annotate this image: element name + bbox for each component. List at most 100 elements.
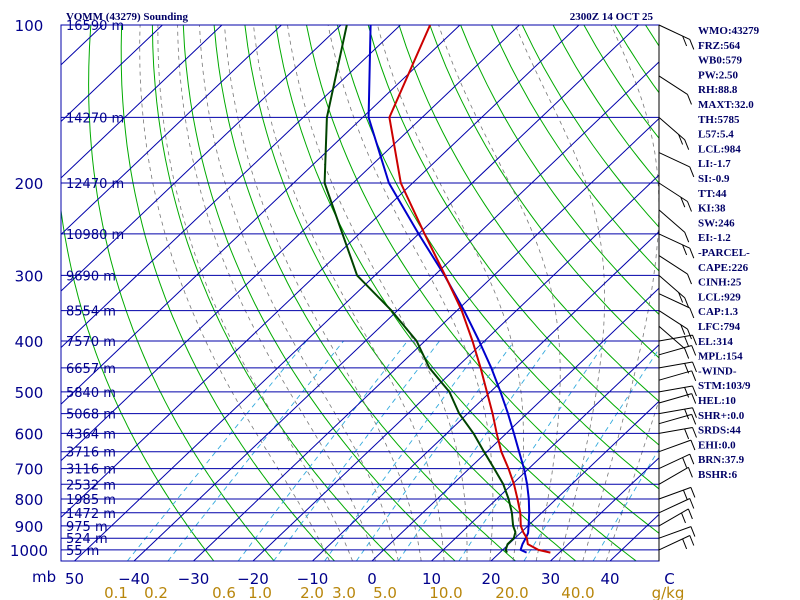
- temperature-profile: [388, 25, 551, 554]
- dry-adiabat: [521, 25, 659, 228]
- index-value: HEL:10: [698, 395, 736, 407]
- wind-barb-feather: [691, 370, 697, 381]
- wind-barb: [658, 325, 686, 349]
- wind-barb-feather: [689, 248, 695, 259]
- dry-adiabat: [552, 25, 659, 184]
- index-value: -WIND-: [698, 365, 737, 377]
- height-label: 8554 m: [66, 305, 116, 320]
- isotherm: [61, 25, 282, 236]
- moist-adiabat: [199, 25, 399, 561]
- wind-barb: [658, 393, 692, 404]
- wind-barb-feather: [684, 428, 690, 440]
- wind-barb: [658, 413, 692, 425]
- height-label: 4364 m: [66, 427, 116, 442]
- mixing-ratio-line: [458, 340, 607, 561]
- wind-barb: [658, 486, 692, 500]
- dry-adiabat: [336, 25, 659, 490]
- dewpoint-profile: [323, 25, 517, 554]
- index-value: MAXT:32.0: [698, 99, 754, 111]
- wind-barb: [658, 370, 692, 381]
- index-value: -PARCEL-: [698, 247, 750, 259]
- wind-barb: [658, 508, 689, 527]
- plot-frame: [60, 24, 660, 562]
- pressure-tick-label: 700: [15, 461, 44, 479]
- dry-adiabat: [88, 25, 275, 561]
- pressure-tick-label: 200: [15, 175, 44, 193]
- wind-barb-feather: [684, 408, 690, 420]
- height-label: 12470 m: [66, 177, 124, 192]
- index-value: BRN:37.9: [698, 454, 745, 466]
- mixing-ratio-label: 40.0: [561, 584, 594, 600]
- wind-barb-feather: [684, 139, 690, 150]
- temperature-tick-label: −40: [118, 570, 150, 588]
- dry-adiabat: [491, 25, 659, 272]
- wind-barb: [658, 526, 692, 539]
- wind-barb: [658, 255, 688, 275]
- wind-barb: [658, 334, 693, 342]
- index-value: LI:-1.7: [698, 158, 731, 170]
- wind-barb-feather: [692, 385, 697, 397]
- parcel-profile: [367, 25, 531, 554]
- index-value: TT:44: [698, 188, 727, 200]
- pressure-tick-label: 500: [15, 384, 44, 402]
- wind-barb-feather: [690, 526, 696, 537]
- index-value: TH:5785: [698, 114, 740, 126]
- isotherm: [61, 25, 163, 123]
- mixing-ratio-label: 0.1: [104, 584, 128, 600]
- wind-barb: [658, 152, 691, 168]
- pressure-tick-label: 600: [15, 425, 44, 443]
- dry-adiabat: [120, 25, 335, 561]
- mixing-ratio-line: [397, 340, 553, 561]
- wind-barb: [658, 293, 691, 309]
- pressure-tick-label: 800: [15, 491, 44, 509]
- isotherm: [61, 25, 342, 292]
- height-label: 7570 m: [66, 335, 116, 350]
- wind-barbs: [658, 24, 697, 561]
- dry-adiabat: [61, 206, 215, 561]
- temperature-tick-label: 40: [600, 570, 619, 588]
- isotherm: [312, 230, 659, 561]
- mixing-ratio-label: 0.6: [212, 584, 236, 600]
- wind-barb-feather: [680, 197, 686, 208]
- wind-barb: [658, 182, 688, 202]
- wind-barb-feather: [678, 134, 684, 145]
- isotherm: [550, 457, 659, 561]
- pressure-tick-label: 300: [15, 267, 44, 285]
- isotherm: [193, 117, 659, 561]
- moist-adiabat: [605, 399, 659, 561]
- pressure-tick-label: 1000: [10, 542, 48, 560]
- wind-barb-feather: [684, 232, 690, 243]
- isotherm: [371, 287, 659, 561]
- wind-barb: [658, 345, 692, 356]
- moist-adiabat: [514, 25, 605, 561]
- wind-barb-feather: [687, 467, 693, 478]
- mixing-ratio-line: [523, 348, 659, 561]
- height-label: 3716 m: [66, 446, 116, 461]
- pressure-tick-label: 100: [15, 17, 44, 35]
- moist-adiabat: [327, 25, 494, 561]
- temperature-tick-label: 50: [65, 570, 84, 588]
- wind-barb-feather: [692, 427, 697, 438]
- mixing-ratio-line: [127, 340, 307, 561]
- wind-barb-feather: [692, 361, 697, 373]
- isotherm: [0, 25, 43, 561]
- wind-barb-feather: [684, 348, 690, 359]
- height-label: 3116 m: [66, 463, 116, 478]
- dry-adiabat: [306, 25, 659, 534]
- mixing-ratio-line: [237, 340, 408, 561]
- dry-adiabat: [244, 25, 577, 561]
- dry-adiabat: [398, 25, 659, 402]
- index-value: MPL:154: [698, 351, 743, 363]
- mixing-ratio-label: 3.0: [332, 584, 356, 600]
- isotherm: [133, 61, 659, 561]
- moist-adiabat: [177, 25, 376, 561]
- dry-adiabat: [151, 25, 396, 561]
- wind-barb-feather: [689, 454, 695, 465]
- mixing-ratio-label: g/kg: [652, 584, 685, 600]
- index-value: LCL:929: [698, 291, 741, 303]
- index-value: BSHR:6: [698, 469, 738, 481]
- wind-barb-feather: [689, 39, 695, 50]
- wind-barb: [658, 275, 686, 299]
- temperature-tick-label: 10: [422, 570, 441, 588]
